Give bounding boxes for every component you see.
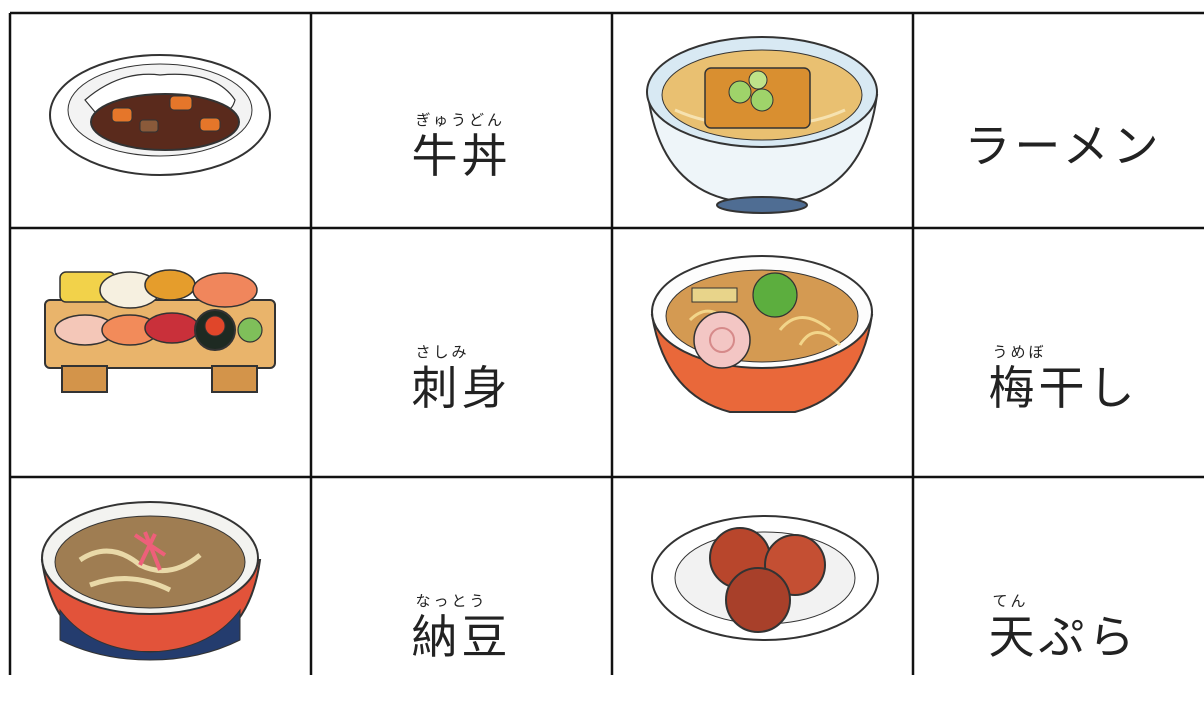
food-name: 納豆 — [411, 609, 512, 664]
furigana: ぎゅうどん — [415, 110, 506, 129]
food-name: 天ぷら — [988, 609, 1139, 664]
text-cell: てん 天ぷら — [913, 477, 1204, 726]
food-name: 梅干し — [988, 360, 1139, 415]
udon-illustration — [646, 36, 879, 214]
text-cell: さしみ 刺身 — [311, 228, 612, 477]
ramen-illustration — [650, 255, 874, 413]
curry-illustration — [49, 54, 271, 176]
food-name: ラーメン — [964, 118, 1163, 173]
text-cell: なっとう 納豆 — [311, 477, 612, 726]
furigana: うめぼ — [992, 342, 1047, 361]
food-name: 刺身 — [411, 360, 512, 415]
gyudon-illustration — [40, 501, 262, 661]
furigana: てん — [992, 591, 1029, 610]
text-cell: ラーメン — [913, 13, 1204, 228]
umeboshi-illustration — [651, 515, 879, 641]
grid — [8, 11, 1204, 675]
sushi-illustration — [44, 269, 276, 393]
text-cell: うめぼ 梅干し — [913, 228, 1204, 477]
worksheet — [8, 11, 1204, 675]
furigana: さしみ — [415, 342, 470, 361]
furigana: なっとう — [415, 591, 488, 610]
text-cell: ぎゅうどん 牛丼 — [311, 13, 612, 228]
food-name: 牛丼 — [411, 128, 512, 183]
